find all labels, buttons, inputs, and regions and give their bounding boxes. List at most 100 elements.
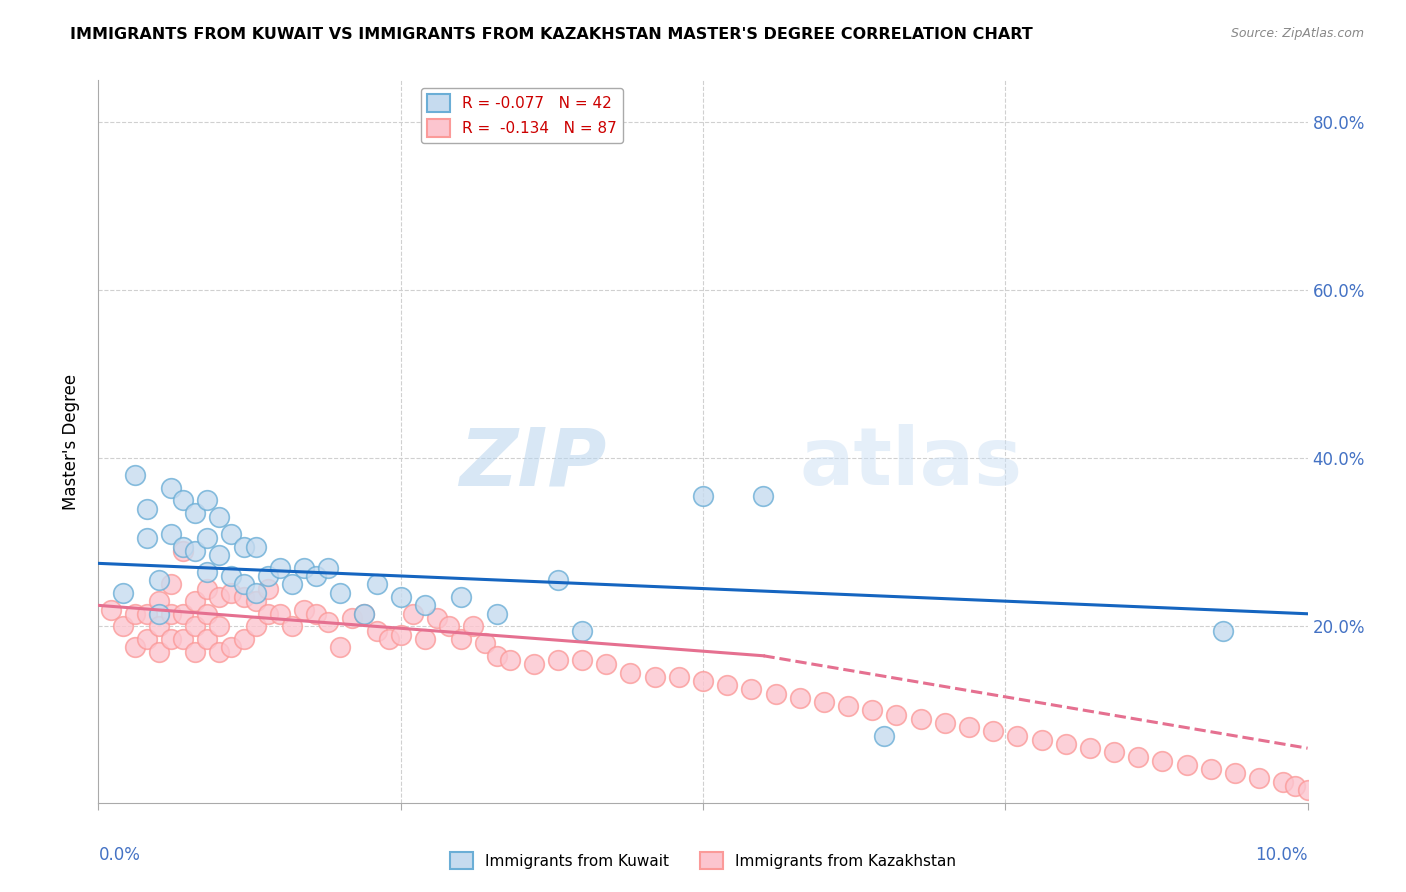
Point (486, 607, 509, 621)
Point (269, 560, 291, 574)
Point (124, 640, 146, 655)
Point (305, 569, 328, 583)
Point (474, 636, 496, 650)
Text: atlas: atlas (800, 425, 1022, 502)
Point (256, 582, 278, 596)
Point (523, 657, 546, 672)
Point (1102, 745, 1125, 759)
Point (450, 590, 472, 604)
Point (208, 619, 231, 633)
Point (160, 577, 183, 591)
Text: 0.0%: 0.0% (98, 847, 141, 864)
Point (148, 573, 170, 587)
Point (184, 543, 207, 558)
Point (910, 712, 932, 726)
Point (195, 607, 218, 621)
Point (644, 670, 666, 684)
Point (195, 582, 218, 596)
Point (195, 493, 218, 508)
Point (437, 619, 460, 633)
Point (245, 619, 267, 633)
Point (789, 690, 811, 705)
Legend: R = -0.077   N = 42, R =  -0.134   N = 87: R = -0.077 N = 42, R = -0.134 N = 87 (420, 88, 623, 143)
Point (389, 628, 412, 642)
Point (837, 699, 859, 714)
Point (1199, 762, 1222, 776)
Point (547, 653, 569, 667)
Point (1175, 758, 1198, 772)
Point (752, 489, 775, 503)
Point (342, 611, 364, 625)
Point (450, 632, 472, 646)
Point (619, 665, 641, 680)
Point (1078, 741, 1101, 756)
Point (221, 640, 243, 655)
Point (148, 594, 170, 608)
Point (245, 586, 267, 600)
Text: ZIP: ZIP (458, 425, 606, 502)
Point (692, 489, 714, 503)
Point (148, 644, 170, 658)
Point (934, 716, 956, 731)
Point (571, 653, 593, 667)
Point (184, 506, 207, 520)
Point (245, 540, 267, 554)
Point (208, 548, 231, 562)
Point (245, 594, 267, 608)
Point (316, 615, 339, 630)
Point (221, 586, 243, 600)
Point (232, 590, 254, 604)
Point (765, 687, 787, 701)
Point (124, 607, 146, 621)
Point (292, 560, 315, 574)
Point (160, 607, 183, 621)
Point (269, 607, 291, 621)
Point (426, 611, 449, 625)
Point (1031, 732, 1053, 747)
Point (860, 703, 883, 717)
Point (160, 632, 183, 646)
Point (1249, 771, 1271, 785)
Point (957, 720, 980, 734)
Point (1309, 785, 1331, 799)
Point (886, 707, 908, 722)
Point (1223, 766, 1246, 780)
Point (221, 527, 243, 541)
Y-axis label: Master's Degree: Master's Degree (62, 374, 80, 509)
Point (1128, 749, 1150, 764)
Point (413, 599, 436, 613)
Point (208, 510, 231, 524)
Point (124, 468, 146, 483)
Point (547, 573, 569, 587)
Point (329, 640, 352, 655)
Point (389, 590, 412, 604)
Point (668, 670, 690, 684)
Point (873, 729, 896, 743)
Point (256, 607, 278, 621)
Point (256, 569, 278, 583)
Point (353, 607, 375, 621)
Point (692, 673, 714, 688)
Point (413, 632, 436, 646)
Point (305, 607, 328, 621)
Point (221, 569, 243, 583)
Point (366, 624, 388, 638)
Point (1152, 754, 1174, 768)
Point (111, 619, 134, 633)
Point (353, 607, 375, 621)
Point (111, 586, 134, 600)
Point (160, 527, 183, 541)
Point (172, 632, 194, 646)
Point (232, 632, 254, 646)
Point (195, 632, 218, 646)
Point (135, 632, 157, 646)
Point (716, 678, 738, 692)
Point (463, 619, 485, 633)
Point (1272, 774, 1295, 789)
Point (292, 602, 315, 616)
Point (184, 594, 207, 608)
Point (100, 602, 122, 616)
Point (1284, 779, 1306, 793)
Point (571, 624, 593, 638)
Legend: Immigrants from Kuwait, Immigrants from Kazakhstan: Immigrants from Kuwait, Immigrants from … (444, 846, 962, 875)
